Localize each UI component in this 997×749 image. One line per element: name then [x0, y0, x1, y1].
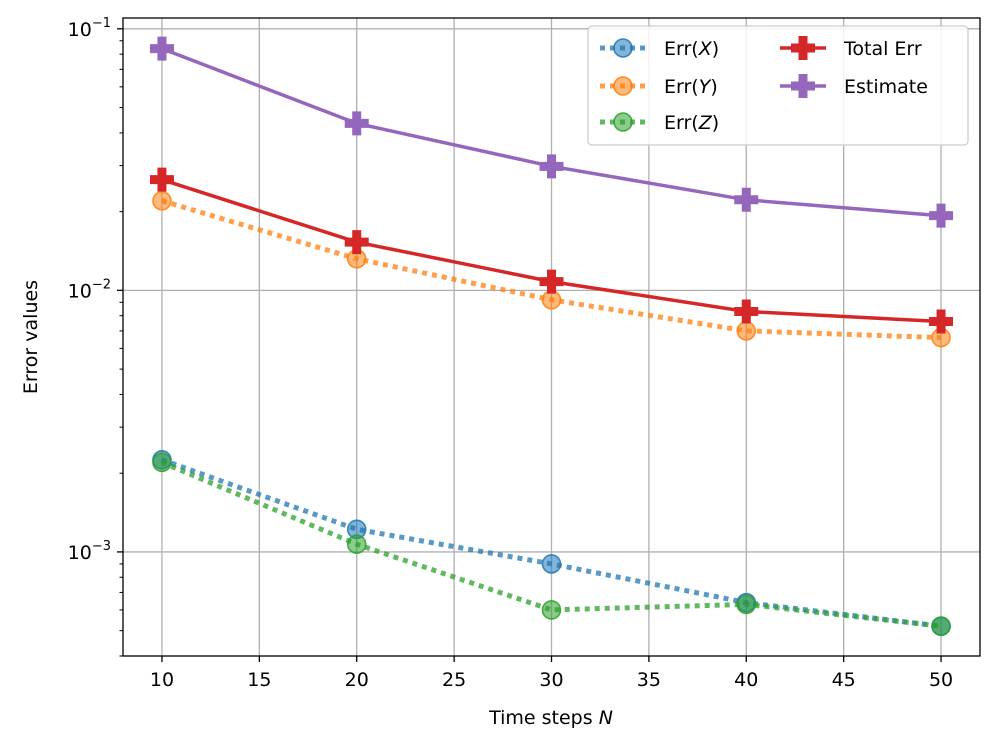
err-y-point [736, 321, 757, 341]
legend-label-err-x: Err(X) [664, 38, 719, 60]
estimate-point [539, 154, 564, 179]
estimate-series [149, 36, 954, 228]
err-z-point [541, 600, 562, 620]
legend-label-total-err: Total Err [843, 38, 922, 60]
y-axis-label: Error values [20, 280, 42, 394]
x-tick-label: 35 [637, 669, 661, 691]
estimate-point [344, 111, 369, 136]
err-z-point [931, 616, 951, 636]
err-z-point [736, 594, 757, 615]
estimate-point [149, 36, 174, 61]
x-tick-label: 30 [539, 669, 563, 691]
total-err-series [149, 167, 954, 334]
legend-marker-err-x [613, 38, 633, 58]
estimate-point [929, 203, 954, 228]
total-err-point [539, 269, 564, 294]
err-z-point [346, 534, 367, 555]
legend-marker-total-err [791, 36, 815, 60]
total-err-point [929, 309, 954, 334]
err-x-point [541, 554, 562, 574]
err-z-line [161, 460, 942, 629]
x-tick-label: 45 [832, 669, 856, 691]
legend-entry-err-x: Err(X) [600, 38, 719, 60]
legend: Err(X) Err(Y) Err(Z) Total Err Estimate [587, 25, 969, 146]
legend-entry-err-y: Err(Y) [600, 76, 718, 98]
err-y-series [152, 191, 951, 348]
x-axis-label: Time steps N [488, 707, 613, 729]
err-z-point [152, 452, 172, 473]
legend-marker-err-y [613, 76, 633, 96]
estimate-point [734, 187, 759, 212]
err-y-point [152, 191, 172, 211]
err-z-series [152, 452, 951, 636]
x-tick-label: 25 [442, 669, 466, 691]
y-tick-label: 10−2 [68, 277, 111, 302]
series-layer [149, 36, 954, 636]
legend-entry-total-err: Total Err [780, 36, 922, 60]
total-err-point [344, 230, 369, 255]
legend-entry-estimate: Estimate [780, 74, 928, 98]
x-tick-label: 15 [247, 669, 271, 691]
x-tick-label: 10 [150, 669, 174, 691]
y-tick-label: 10−3 [68, 539, 111, 564]
legend-label-estimate: Estimate [844, 76, 928, 98]
x-tick-label: 20 [345, 669, 369, 691]
x-tick-label: 40 [734, 669, 758, 691]
legend-marker-err-z [613, 112, 633, 132]
axes: 10 15 20 25 30 35 40 45 50 10−1 10−2 10−3 [68, 16, 953, 691]
x-tick-label: 50 [929, 669, 953, 691]
y-tick-label: 10−1 [68, 16, 111, 41]
total-err-point [149, 167, 174, 192]
legend-label-err-y: Err(Y) [664, 76, 718, 98]
legend-marker-estimate [791, 74, 815, 98]
legend-entry-err-z: Err(Z) [600, 112, 719, 134]
legend-label-err-z: Err(Z) [664, 112, 719, 134]
total-err-point [734, 299, 759, 324]
legend-box [587, 25, 969, 146]
